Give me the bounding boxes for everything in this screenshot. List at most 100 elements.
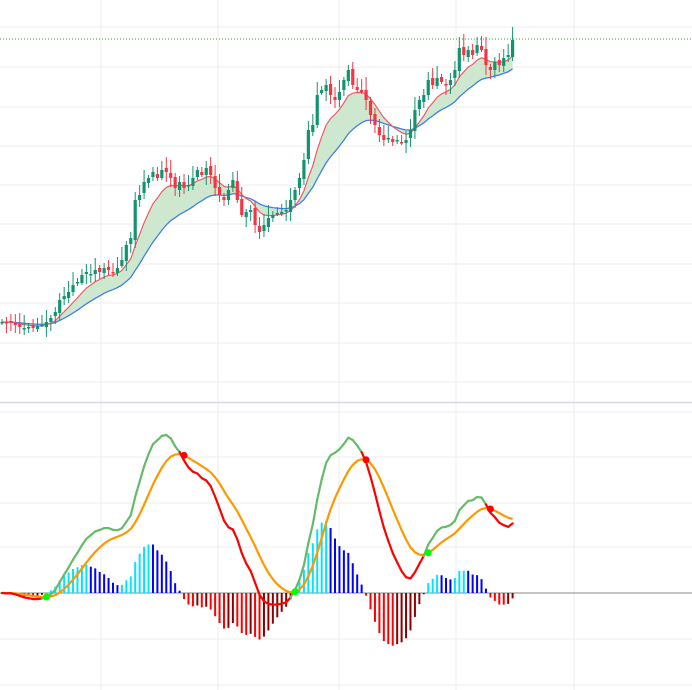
- macd-line-segment: [142, 453, 150, 468]
- candle: [400, 135, 404, 145]
- candle: [364, 77, 368, 110]
- candle: [408, 119, 413, 147]
- macd-line-segment: [413, 562, 421, 574]
- candle: [133, 192, 137, 248]
- candle: [93, 258, 97, 282]
- candle: [315, 82, 319, 128]
- macd-line-segment: [129, 495, 137, 517]
- macd-line-segment: [209, 485, 217, 498]
- candle-body: [284, 210, 288, 212]
- candle-body: [479, 46, 484, 50]
- macd-bearish-cross-dot: [180, 451, 188, 459]
- candle-body: [453, 70, 457, 78]
- candle-body: [142, 182, 146, 193]
- macd-line-segment: [76, 544, 84, 554]
- ema-cloud: [2, 55, 513, 326]
- macd-line-segment: [316, 478, 323, 501]
- candle: [351, 62, 355, 89]
- candle-body: [275, 213, 279, 215]
- candle: [462, 34, 466, 61]
- macd-line-segment: [58, 573, 66, 584]
- candle-body: [466, 50, 470, 57]
- candle: [120, 247, 124, 268]
- macd-line-segment: [364, 460, 372, 478]
- candle-body: [475, 45, 479, 53]
- candle-body: [511, 40, 515, 57]
- macd-line-segment: [391, 551, 399, 564]
- candle-body: [0, 322, 4, 324]
- candle-body: [155, 174, 159, 178]
- macd-line-segment: [493, 516, 501, 524]
- candle: [67, 281, 71, 303]
- macd-line-segment: [293, 578, 301, 592]
- candle-body: [35, 326, 40, 329]
- candle-body: [40, 325, 44, 327]
- candle-body: [364, 90, 368, 100]
- candle-body: [373, 114, 377, 125]
- macd-line-segment: [174, 445, 181, 454]
- macd-line-segment: [249, 569, 257, 584]
- candle-body: [204, 168, 208, 175]
- candle: [213, 165, 217, 196]
- candle: [257, 217, 262, 239]
- candle: [297, 173, 302, 195]
- candle: [448, 73, 453, 94]
- candle: [49, 315, 53, 331]
- candle-body: [67, 292, 71, 298]
- candle: [382, 125, 386, 146]
- candle: [444, 79, 448, 95]
- candle-body: [497, 60, 501, 65]
- candle-body: [129, 238, 133, 244]
- candle-body: [102, 268, 106, 273]
- candle-body: [249, 210, 253, 212]
- macd-line-segment: [431, 529, 439, 540]
- candle: [9, 314, 13, 331]
- candle: [368, 97, 373, 124]
- candle-body: [84, 272, 88, 274]
- candle-body: [58, 300, 62, 313]
- candle-body: [53, 312, 57, 316]
- candle: [22, 315, 26, 335]
- candle: [435, 66, 439, 89]
- candle: [266, 205, 270, 232]
- candle-body: [169, 173, 173, 178]
- candle: [169, 160, 173, 187]
- candle: [289, 188, 293, 221]
- candle-body: [426, 80, 430, 95]
- candle: [506, 44, 510, 62]
- candle: [337, 80, 342, 107]
- macd-line-segment: [231, 528, 239, 541]
- candle-body: [217, 187, 222, 195]
- macd-line-segment: [396, 561, 403, 573]
- candle: [164, 157, 168, 182]
- candle: [111, 263, 115, 277]
- candle: [431, 68, 435, 89]
- candle: [195, 167, 199, 180]
- candle-body: [395, 140, 399, 142]
- candle: [262, 214, 266, 237]
- candle-body: [444, 84, 448, 86]
- candle-body: [182, 182, 186, 188]
- macd-line-segment: [338, 442, 345, 451]
- candle-body: [471, 50, 475, 55]
- candle: [231, 172, 235, 192]
- candle-body: [280, 212, 284, 214]
- candle: [360, 79, 364, 94]
- candle: [439, 74, 444, 84]
- candle: [333, 87, 337, 108]
- candle: [293, 187, 297, 208]
- macd-line-segment: [480, 496, 488, 506]
- candle: [355, 78, 359, 93]
- candle-body: [311, 125, 315, 132]
- candle: [53, 307, 57, 324]
- candle: [40, 315, 44, 327]
- candle-body: [382, 135, 386, 140]
- candle: [71, 272, 75, 296]
- candle-body: [195, 170, 199, 177]
- candle-body: [9, 321, 13, 323]
- candle: [453, 61, 457, 86]
- macd-line-segment: [307, 523, 314, 545]
- macd-line-segment: [356, 444, 363, 454]
- candle-body: [138, 195, 142, 200]
